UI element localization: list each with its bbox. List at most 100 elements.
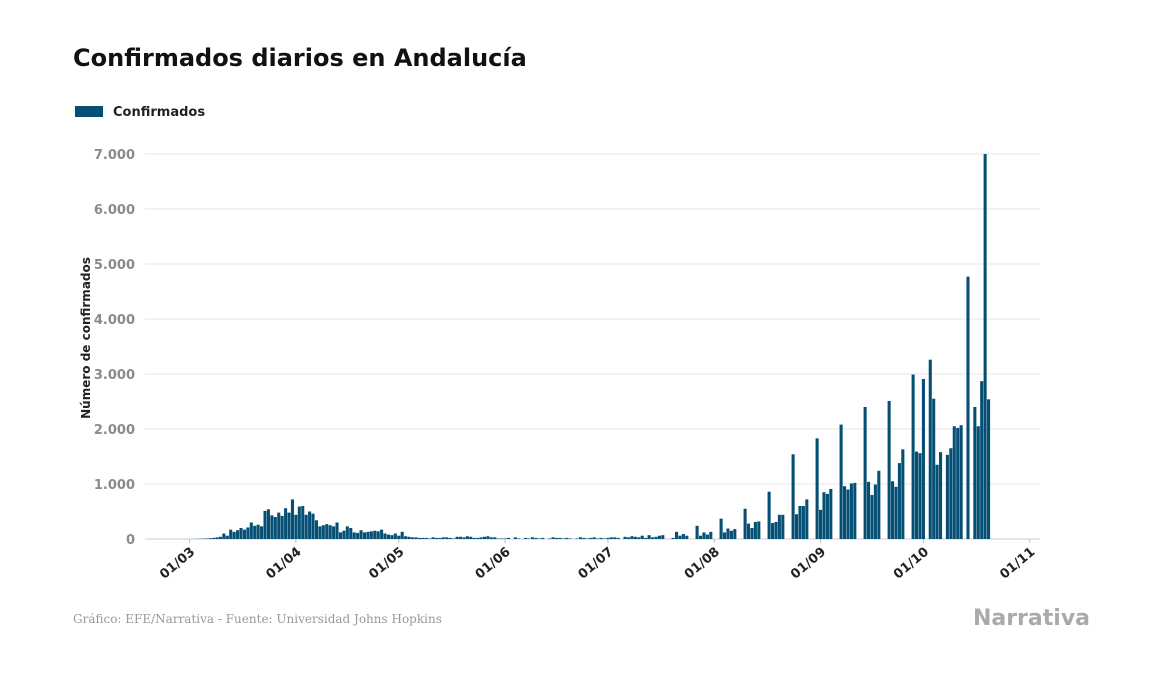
bar	[798, 506, 802, 539]
x-tick-label: 01/06	[473, 545, 514, 583]
bar	[561, 538, 565, 539]
bar	[479, 537, 483, 539]
bar	[205, 538, 209, 539]
bar	[743, 508, 747, 539]
bar	[359, 530, 363, 539]
bar	[541, 537, 545, 539]
bar	[952, 426, 956, 539]
bar	[407, 536, 411, 539]
bar	[818, 509, 823, 539]
bar	[596, 538, 600, 539]
bar	[386, 534, 391, 539]
bar	[921, 378, 925, 539]
y-tick-label: 7.000	[94, 148, 135, 163]
bar	[599, 537, 603, 539]
bar	[616, 537, 620, 539]
bar	[777, 514, 781, 539]
bar	[609, 537, 613, 539]
bar	[637, 537, 641, 539]
bar	[623, 536, 627, 539]
bar	[976, 426, 980, 539]
bar	[225, 535, 229, 539]
bar	[949, 448, 953, 539]
bar	[987, 399, 991, 539]
bar	[496, 538, 500, 539]
bar	[702, 532, 706, 539]
bar	[500, 538, 504, 539]
bar	[685, 535, 689, 539]
x-tick-label: 01/09	[788, 545, 829, 583]
bar	[410, 537, 415, 539]
bar	[791, 454, 795, 539]
bar	[489, 537, 493, 539]
bar	[513, 537, 517, 539]
bar	[428, 538, 432, 539]
bar	[404, 536, 408, 539]
bar	[633, 536, 637, 539]
bar	[534, 537, 538, 539]
chart-title: Confirmados diarios en Andalucía	[73, 44, 527, 72]
bar	[369, 531, 373, 539]
bar	[825, 493, 829, 539]
bar	[524, 537, 528, 539]
y-tick-label: 2.000	[94, 423, 135, 438]
bar	[589, 537, 593, 539]
bar	[548, 538, 552, 539]
bar	[647, 535, 651, 539]
bar	[215, 537, 219, 539]
bar	[290, 499, 294, 539]
bar	[431, 537, 435, 539]
bar	[959, 425, 963, 539]
bar	[434, 537, 439, 539]
bar	[733, 529, 737, 539]
bar	[263, 510, 267, 539]
bar	[493, 537, 497, 539]
bar	[294, 514, 298, 539]
bar	[527, 538, 531, 539]
bar	[400, 531, 404, 539]
bar	[767, 491, 771, 539]
bar	[568, 538, 572, 539]
bar	[709, 531, 713, 539]
bar	[208, 538, 212, 539]
bar	[239, 528, 243, 539]
y-tick-label: 6.000	[94, 203, 135, 218]
bar	[222, 533, 226, 539]
y-tick-label: 1.000	[94, 478, 135, 493]
bar	[650, 537, 655, 539]
bar	[287, 512, 291, 539]
bar	[212, 537, 216, 539]
bar	[602, 538, 607, 539]
bar	[770, 523, 775, 539]
bar	[503, 538, 507, 539]
bar	[575, 538, 579, 539]
bar	[482, 536, 487, 539]
x-tick-label: 01/05	[366, 545, 407, 583]
bar	[901, 449, 905, 539]
y-tick-label: 3.000	[94, 368, 135, 383]
bar	[695, 525, 699, 539]
bar	[705, 534, 709, 539]
bar	[462, 537, 466, 539]
bar	[863, 407, 867, 539]
x-tick-label: 01/04	[263, 545, 304, 583]
bar	[311, 513, 315, 539]
bar	[887, 400, 891, 539]
y-tick-label: 4.000	[94, 313, 135, 328]
bar	[606, 537, 610, 539]
bar	[592, 537, 596, 539]
bar	[458, 536, 463, 539]
brand: Narrativa	[973, 606, 1090, 631]
bar	[373, 530, 377, 539]
legend-label: Confirmados	[113, 105, 205, 120]
bar	[911, 374, 915, 539]
bar	[335, 522, 339, 539]
bar	[380, 529, 384, 539]
bar	[393, 533, 397, 539]
bar	[366, 531, 370, 539]
bar	[301, 506, 305, 539]
legend-swatch	[75, 106, 103, 117]
bar	[897, 463, 901, 539]
y-axis-title: Número de confirmados	[79, 257, 93, 419]
